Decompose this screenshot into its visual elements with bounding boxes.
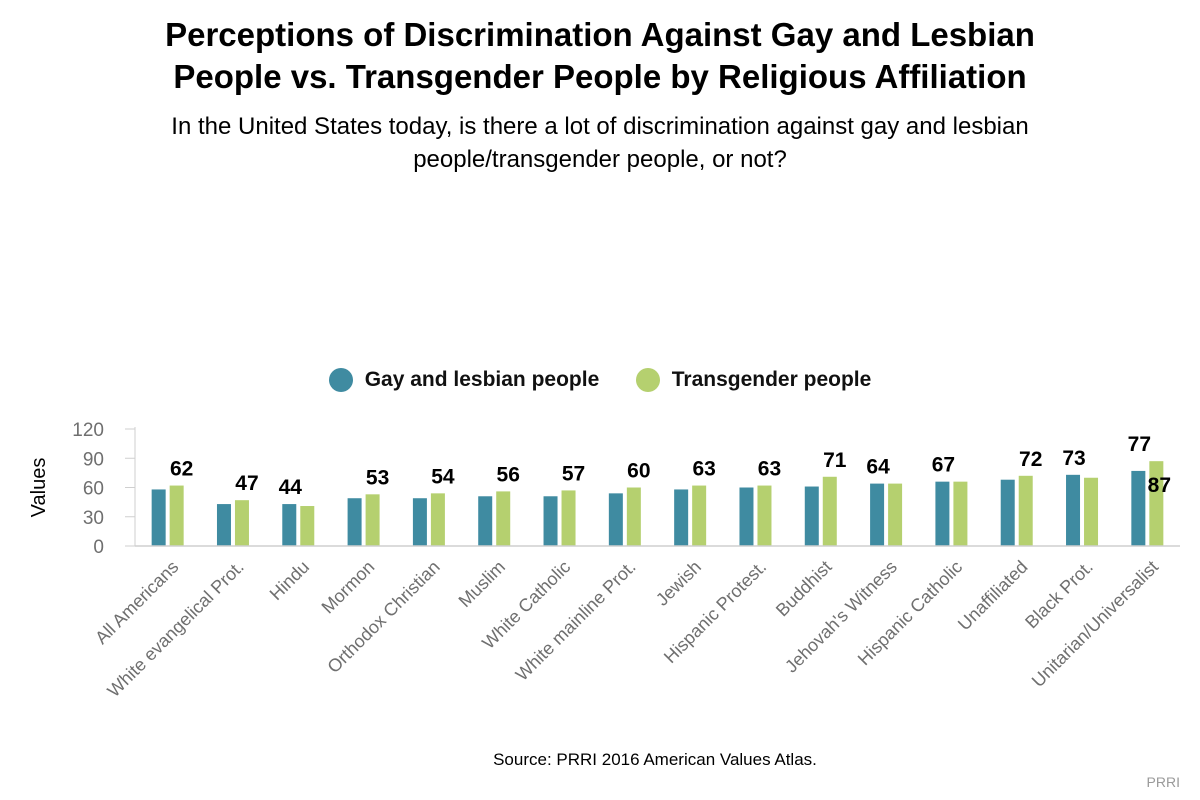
chart-title: Perceptions of Discrimination Against Ga… (0, 14, 1200, 98)
bar-gay-lesbian (1131, 470, 1146, 546)
bar-gay-lesbian (1066, 474, 1081, 546)
data-label: 62 (170, 458, 193, 481)
credit-label: PRRI (1146, 774, 1180, 790)
chart-title-line-1: Perceptions of Discrimination Against Ga… (165, 16, 1035, 53)
data-label: 63 (758, 458, 781, 481)
legend-marker-gay-lesbian (328, 368, 353, 392)
data-label: 60 (627, 460, 650, 483)
bar-gay-lesbian (608, 493, 623, 546)
legend-item-gay-lesbian[interactable]: Gay and lesbian people (328, 368, 600, 392)
bar-transgender (1084, 477, 1099, 546)
data-label: 67 (932, 454, 955, 477)
x-tick-label: Orthodox Christian (323, 557, 443, 677)
x-tick-label: Mormon (318, 557, 379, 618)
y-tick-label: 0 (93, 537, 104, 558)
legend-label-transgender: Transgender people (671, 368, 872, 391)
bar-transgender (757, 485, 772, 546)
bar-gay-lesbian (412, 498, 427, 546)
bar-transgender (692, 485, 707, 546)
bar-gay-lesbian (151, 489, 166, 546)
bar-gay-lesbian (739, 487, 754, 546)
data-label: 77 (1128, 433, 1151, 456)
legend-marker-transgender (635, 368, 660, 392)
bar-gay-lesbian (935, 481, 950, 546)
source-note: Source: PRRI 2016 American Values Atlas. (493, 750, 817, 769)
x-tick-label: Muslim (455, 557, 509, 611)
bar-transgender (822, 476, 837, 546)
x-tick-label: Buddhist (772, 557, 836, 621)
bar-gay-lesbian (804, 486, 819, 546)
chart-subtitle-line-2: people/transgender people, or not? (413, 146, 787, 173)
data-label: 47 (235, 472, 258, 495)
x-tick-label: Unaffiliated (954, 557, 1032, 635)
bar-transgender (626, 487, 641, 546)
data-label: 53 (366, 466, 389, 489)
data-label: 54 (431, 465, 455, 488)
data-label: 57 (562, 462, 585, 485)
legend-item-transgender[interactable]: Transgender people (635, 368, 872, 392)
data-label-extra: 87 (1148, 474, 1171, 497)
x-tick-label: Jewish (652, 557, 705, 610)
chart-subtitle-line-1: In the United States today, is there a l… (171, 113, 1029, 140)
bar-gay-lesbian (543, 496, 558, 546)
bar-gay-lesbian (478, 496, 493, 546)
x-tick-label: Hindu (266, 557, 313, 604)
x-tick-label: Unitarian/Universalist (1028, 557, 1162, 691)
y-tick-label: 120 (72, 420, 104, 441)
chart-legend: Gay and lesbian people Transgender peopl… (0, 368, 1200, 397)
bar-transgender (1018, 475, 1033, 546)
bar-transgender (234, 500, 249, 546)
bar-gay-lesbian (347, 498, 362, 546)
data-label: 71 (823, 449, 847, 472)
data-label: 64 (866, 456, 890, 479)
data-label: 56 (497, 463, 520, 486)
bar-transgender (430, 493, 445, 546)
bar-gay-lesbian (674, 489, 689, 546)
chart-subtitle: In the United States today, is there a l… (60, 110, 1140, 176)
x-tick-label: Jehovah's Witness (781, 557, 901, 677)
x-tick-label: White evangelical Prot. (103, 557, 247, 701)
bar-transgender (496, 491, 511, 546)
bar-transgender (169, 485, 184, 546)
y-tick-label: 90 (83, 449, 104, 470)
y-tick-label: 60 (83, 479, 104, 500)
data-label: 63 (692, 458, 715, 481)
bar-gay-lesbian (216, 504, 231, 546)
x-tick-label: White mainline Prot. (512, 557, 640, 685)
bar-transgender (1149, 461, 1164, 546)
bar-transgender (953, 481, 968, 546)
y-tick-label: 30 (83, 508, 104, 529)
chart-title-line-2: People vs. Transgender People by Religio… (173, 58, 1027, 95)
bar-gay-lesbian (870, 483, 885, 546)
data-label: 72 (1019, 448, 1042, 471)
y-axis-label: Values (28, 458, 50, 518)
data-label: 44 (279, 476, 303, 499)
bar-gay-lesbian (282, 504, 297, 546)
bar-gay-lesbian (1000, 479, 1015, 546)
bar-transgender (561, 490, 576, 546)
legend-label-gay-lesbian: Gay and lesbian people (364, 368, 600, 391)
bar-transgender (888, 483, 903, 546)
bar-transgender (365, 494, 380, 546)
bar-transgender (300, 506, 315, 546)
data-label: 73 (1062, 447, 1085, 470)
